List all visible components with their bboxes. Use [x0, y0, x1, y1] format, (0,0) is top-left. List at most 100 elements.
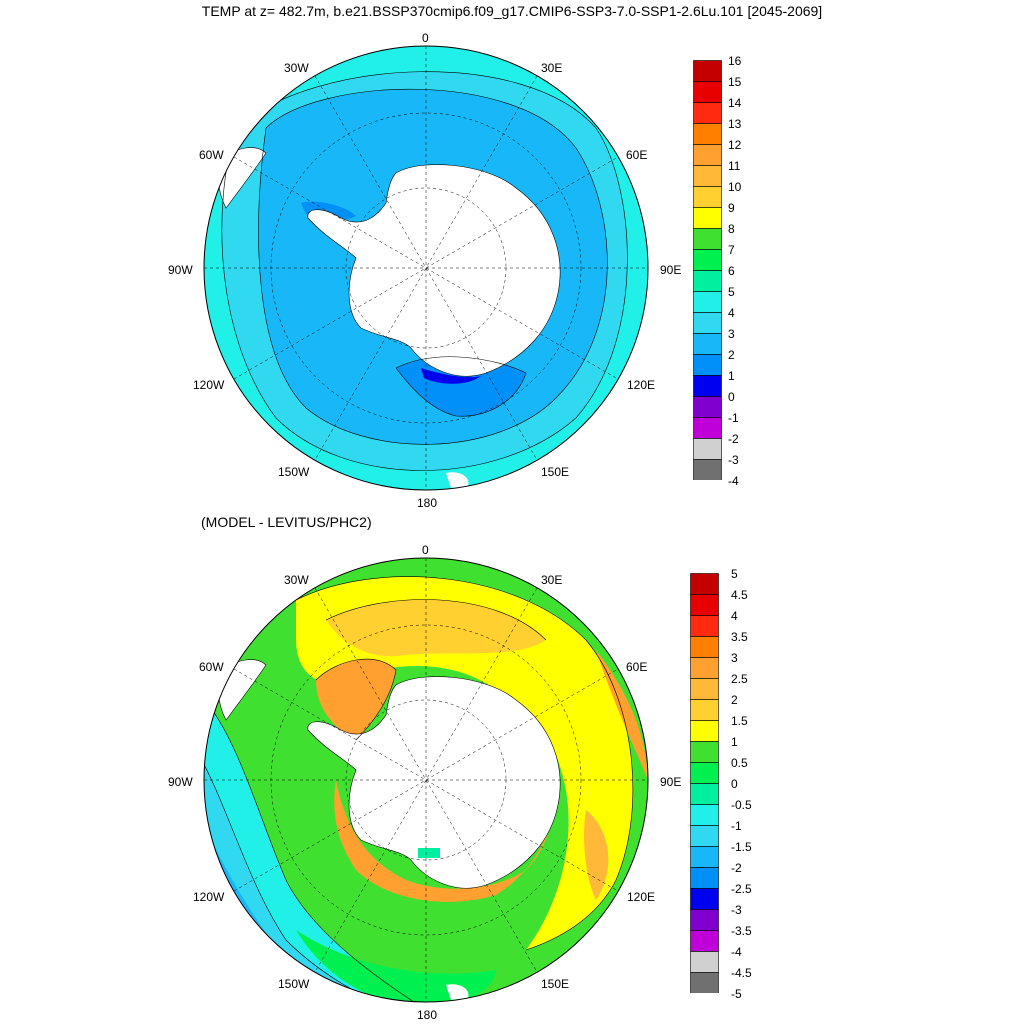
- colorbar-tick-label: 7: [728, 243, 735, 257]
- contour-lines: [221, 71, 628, 471]
- colorbar-box: [690, 909, 719, 931]
- colorbar-tick-label: 3: [731, 651, 738, 665]
- colorbar-box: [693, 186, 722, 208]
- anom-25-east: [584, 810, 609, 900]
- colorbar-box: [693, 144, 722, 166]
- colorbar-tick-label: 16: [728, 54, 742, 68]
- colorbar-tick-label: -4.5: [731, 966, 752, 980]
- colorbar-tick-label: 2: [728, 348, 735, 362]
- colorbar-tick-label: -4: [728, 474, 739, 488]
- anom-3-east: [596, 650, 648, 780]
- top-panel: 0 30E 60E 90E 120E 150E 180 150W 120W 90…: [168, 31, 742, 510]
- colorbar-tick-label: -1: [728, 411, 739, 425]
- field-1C-shelf: [421, 368, 481, 384]
- lon-label-60e: 60E: [626, 148, 648, 162]
- colorbar-tick-label: -2: [728, 432, 739, 446]
- colorbar-tick-label: 3.5: [731, 630, 748, 644]
- colorbar-tick-label: 1.5: [731, 714, 748, 728]
- colorbar-tick-label: -2: [731, 861, 742, 875]
- colorbar-box: [690, 615, 719, 637]
- colorbar-box: [693, 207, 722, 229]
- lon-label-90e: 90E: [660, 775, 682, 789]
- colorbar-box: [690, 867, 719, 889]
- anom-3-weddell: [316, 659, 396, 740]
- colorbar-box: [693, 459, 722, 480]
- colorbar-tick-label: 8: [728, 222, 735, 236]
- colorbar-tick-label: 12: [728, 138, 742, 152]
- lon-label-150e: 150E: [541, 465, 570, 479]
- new-zealand-land: [446, 472, 469, 488]
- colorbar-tick-label: 0: [731, 777, 738, 791]
- lon-label-90w: 90W: [168, 263, 193, 277]
- anom-coastal-ring: [334, 780, 553, 902]
- lon-label-150w: 150W: [278, 977, 310, 991]
- lon-label-30e: 30E: [541, 573, 563, 587]
- colorbar-tick-label: -1: [731, 819, 742, 833]
- colorbar-box: [690, 678, 719, 700]
- colorbar-box: [693, 270, 722, 292]
- colorbar-tick-label: 1: [728, 369, 735, 383]
- antarctica-land: [307, 164, 561, 377]
- colorbar-tick-label: 0.5: [731, 756, 748, 770]
- colorbar-tick-label: 2.5: [731, 672, 748, 686]
- bottom-polar-map: [203, 557, 649, 1003]
- lon-label-0: 0: [422, 31, 429, 45]
- colorbar-tick-label: -3: [731, 903, 742, 917]
- anom-2-north: [326, 599, 546, 657]
- anom-05-south: [296, 930, 496, 1002]
- colorbar-box: [693, 123, 722, 145]
- colorbar-tick-label: 15: [728, 75, 742, 89]
- colorbar-box: [690, 846, 719, 868]
- new-zealand-land: [446, 984, 469, 1000]
- colorbar-box: [693, 165, 722, 187]
- colorbar-tick-label: 9: [728, 201, 735, 215]
- colorbar-tick-label: 4: [731, 609, 738, 623]
- colorbar-box: [690, 951, 719, 973]
- colorbar-tick-label: 4.5: [731, 588, 748, 602]
- colorbar-box: [693, 333, 722, 355]
- colorbar-tick-label: -3.5: [731, 924, 752, 938]
- colorbar-box: [690, 741, 719, 763]
- colorbar-box: [690, 930, 719, 952]
- colorbar-box: [690, 888, 719, 910]
- colorbar-box: [690, 699, 719, 721]
- colorbar-tick-label: -0.5: [731, 798, 752, 812]
- colorbar-tick-label: -4: [731, 945, 742, 959]
- colorbar-box: [690, 825, 719, 847]
- colorbar-box: [693, 291, 722, 313]
- lon-label-120w: 120W: [193, 378, 225, 392]
- lon-label-180: 180: [417, 496, 438, 510]
- colorbar-tick-label: 10: [728, 180, 742, 194]
- colorbar-tick-label: -1.5: [731, 840, 752, 854]
- colorbar-tick-label: 6: [728, 264, 735, 278]
- lon-label-30e: 30E: [541, 61, 563, 75]
- colorbar-box: [693, 375, 722, 397]
- lon-label-180: 180: [417, 1008, 438, 1022]
- colorbar-box: [693, 249, 722, 271]
- colorbar-box: [693, 438, 722, 460]
- colorbar-tick-label: 5: [731, 567, 738, 581]
- lon-label-30w: 30W: [284, 61, 309, 75]
- colorbar-box: [693, 228, 722, 250]
- colorbar-tick-label: 13: [728, 117, 742, 131]
- colorbar-tick-label: 0: [728, 390, 735, 404]
- colorbar-tick-label: 14: [728, 96, 742, 110]
- colorbar-tick-label: 4: [728, 306, 735, 320]
- top-colorbar: [693, 60, 722, 480]
- figure-title: TEMP at z= 482.7m, b.e21.BSSP370cmip6.f0…: [201, 3, 823, 19]
- lon-label-90e: 90E: [660, 263, 682, 277]
- colorbar-tick-label: 11: [728, 159, 741, 173]
- colorbar-tick-label: 3: [728, 327, 735, 341]
- colorbar-tick-label: -2.5: [731, 882, 752, 896]
- lon-label-120w: 120W: [193, 890, 225, 904]
- colorbar-box: [693, 102, 722, 124]
- colorbar-box: [690, 636, 719, 658]
- bottom-subtitle: (MODEL - LEVITUS/PHC2): [201, 514, 372, 530]
- colorbar-box: [690, 762, 719, 784]
- anom-1p5-arc: [296, 576, 633, 950]
- colorbar-box: [690, 972, 719, 993]
- colorbar-tick-label: -5: [731, 987, 742, 1001]
- top-polar-map: [203, 45, 649, 491]
- graticule: [204, 558, 648, 1002]
- lon-label-150w: 150W: [278, 465, 310, 479]
